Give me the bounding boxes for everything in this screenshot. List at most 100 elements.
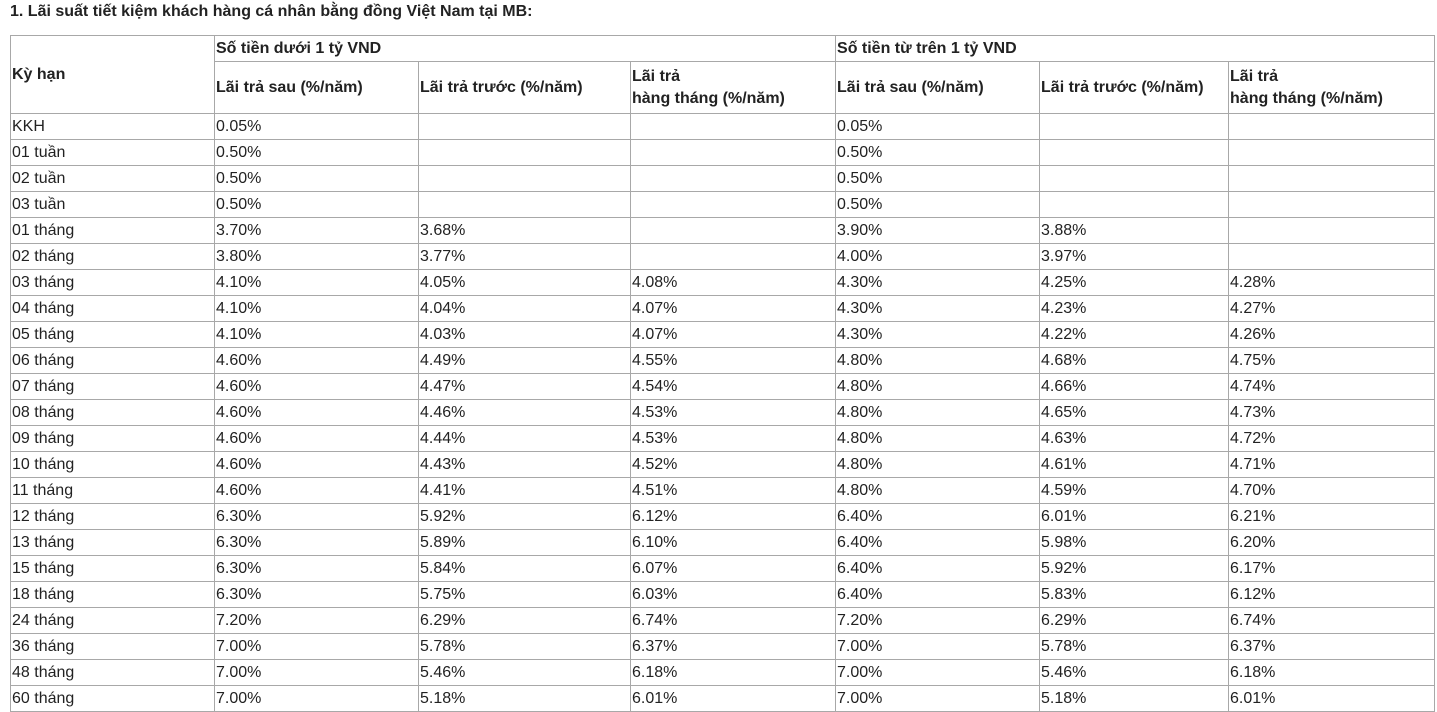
header-row: Lãi trả sau (%/năm) Lãi trả trước (%/năm)… <box>11 61 1436 114</box>
rate-cell: 4.08% <box>629 269 837 296</box>
rate-cell: 3.80% <box>214 243 419 270</box>
rate-cell <box>1039 139 1230 166</box>
term-cell: 04 tháng <box>10 295 215 322</box>
rate-cell: 4.61% <box>1039 451 1230 478</box>
rate-cell: 4.07% <box>629 321 837 348</box>
rate-cell: 6.40% <box>835 581 1041 608</box>
rate-cell: 4.10% <box>214 321 419 348</box>
term-cell: 08 tháng <box>10 399 215 426</box>
rate-cell: 4.55% <box>629 347 837 374</box>
rate-cell: 6.17% <box>1228 555 1436 582</box>
rate-cell: 4.65% <box>1039 399 1230 426</box>
term-cell: 03 tháng <box>10 269 215 296</box>
term-cell: 13 tháng <box>10 529 215 556</box>
rate-cell: 4.80% <box>835 477 1041 504</box>
rate-cell: 6.29% <box>1039 607 1230 634</box>
rate-cell: 4.71% <box>1228 451 1436 478</box>
rate-cell: 4.23% <box>1039 295 1230 322</box>
rate-cell: 6.21% <box>1228 503 1436 530</box>
rate-cell: 4.30% <box>835 269 1041 296</box>
term-header: Kỳ hạn <box>10 35 215 114</box>
rate-cell: 4.63% <box>1039 425 1230 452</box>
rate-cell <box>1228 113 1436 140</box>
rate-cell: 4.80% <box>835 451 1041 478</box>
data-row: 60 tháng 7.00% 5.18% 6.01% 7.00% 5.18% 6.01% <box>10 685 1436 712</box>
rate-cell: 4.80% <box>835 373 1041 400</box>
term-cell: 05 tháng <box>10 321 215 348</box>
rate-cell: 4.04% <box>418 295 631 322</box>
rate-cell: 4.10% <box>214 269 419 296</box>
data-row: 48 tháng 7.00% 5.46% 6.18% 7.00% 5.46% 6.18% <box>10 659 1436 686</box>
rate-cell: 5.78% <box>1039 633 1230 660</box>
term-cell: 06 tháng <box>10 347 215 374</box>
rate-cell: 7.00% <box>835 659 1041 686</box>
rate-cell: 6.30% <box>214 581 419 608</box>
rate-cell: 3.90% <box>835 217 1041 244</box>
term-cell: 01 tuần <box>10 139 215 166</box>
rate-cell <box>629 113 837 140</box>
term-cell: KKH <box>10 113 215 140</box>
rate-cell: 6.03% <box>629 581 837 608</box>
rate-cell: 7.00% <box>214 633 419 660</box>
rate-cell: 4.44% <box>418 425 631 452</box>
table-body: KKH 0.05% 0.05% 01 tuần 0.50% 0.50% 02 tuần 0.5… <box>10 113 1436 712</box>
rate-cell: 7.00% <box>214 685 419 712</box>
data-row: 10 tháng 4.60% 4.43% 4.52% 4.80% 4.61% 4.71% <box>10 451 1436 478</box>
rate-cell: 4.60% <box>214 425 419 452</box>
rate-cell <box>629 165 837 192</box>
rate-cell: 6.40% <box>835 529 1041 556</box>
data-row: 01 tuần 0.50% 0.50% <box>10 139 1436 166</box>
rate-cell: 4.03% <box>418 321 631 348</box>
term-cell: 15 tháng <box>10 555 215 582</box>
rate-cell: 0.05% <box>214 113 419 140</box>
rate-cell: 4.53% <box>629 399 837 426</box>
term-cell: 18 tháng <box>10 581 215 608</box>
rate-cell: 6.40% <box>835 555 1041 582</box>
rate-cell <box>1039 113 1230 140</box>
term-cell: 11 tháng <box>10 477 215 504</box>
rate-cell: 5.92% <box>418 503 631 530</box>
rate-cell: 4.68% <box>1039 347 1230 374</box>
term-cell: 02 tháng <box>10 243 215 270</box>
rate-cell: 4.51% <box>629 477 837 504</box>
section-title: 1. Lãi suất tiết kiệm khách hàng cá nhân… <box>10 3 533 20</box>
term-cell: 48 tháng <box>10 659 215 686</box>
rate-cell <box>1039 191 1230 218</box>
rate-cell: 6.10% <box>629 529 837 556</box>
rate-cell: 6.74% <box>629 607 837 634</box>
term-cell: 12 tháng <box>10 503 215 530</box>
rate-cell: 6.29% <box>418 607 631 634</box>
rate-cell <box>629 191 837 218</box>
rate-cell: 6.01% <box>629 685 837 712</box>
data-row: 06 tháng 4.60% 4.49% 4.55% 4.80% 4.68% 4.75% <box>10 347 1436 374</box>
rate-cell: 4.73% <box>1228 399 1436 426</box>
data-row: 04 tháng 4.10% 4.04% 4.07% 4.30% 4.23% 4.27% <box>10 295 1436 322</box>
term-cell: 07 tháng <box>10 373 215 400</box>
rate-cell: 4.27% <box>1228 295 1436 322</box>
rate-cell: 6.07% <box>629 555 837 582</box>
data-row: 24 tháng 7.20% 6.29% 6.74% 7.20% 6.29% 6.74% <box>10 607 1436 634</box>
rate-cell: 4.30% <box>835 295 1041 322</box>
column-header: Lãi trả trước (%/năm) <box>1039 61 1230 114</box>
rate-cell: 7.20% <box>214 607 419 634</box>
rate-cell: 6.30% <box>214 555 419 582</box>
rate-cell: 3.77% <box>418 243 631 270</box>
data-row: 09 tháng 4.60% 4.44% 4.53% 4.80% 4.63% 4.72% <box>10 425 1436 452</box>
column-header: Lãi trả sau (%/năm) <box>214 61 419 114</box>
rate-cell: 4.59% <box>1039 477 1230 504</box>
rate-cell: 0.50% <box>835 139 1041 166</box>
term-cell: 02 tuần <box>10 165 215 192</box>
rate-cell: 4.43% <box>418 451 631 478</box>
column-header: Lãi trả trước (%/năm) <box>418 61 631 114</box>
rate-cell: 5.78% <box>418 633 631 660</box>
rate-cell: 6.18% <box>1228 659 1436 686</box>
rate-cell: 6.01% <box>1228 685 1436 712</box>
rate-cell <box>1228 217 1436 244</box>
rate-cell: 5.18% <box>1039 685 1230 712</box>
rate-cell <box>629 217 837 244</box>
rate-cell <box>1228 139 1436 166</box>
term-cell: 10 tháng <box>10 451 215 478</box>
rate-cell <box>1039 165 1230 192</box>
rate-cell: 4.46% <box>418 399 631 426</box>
rate-cell: 6.12% <box>1228 581 1436 608</box>
